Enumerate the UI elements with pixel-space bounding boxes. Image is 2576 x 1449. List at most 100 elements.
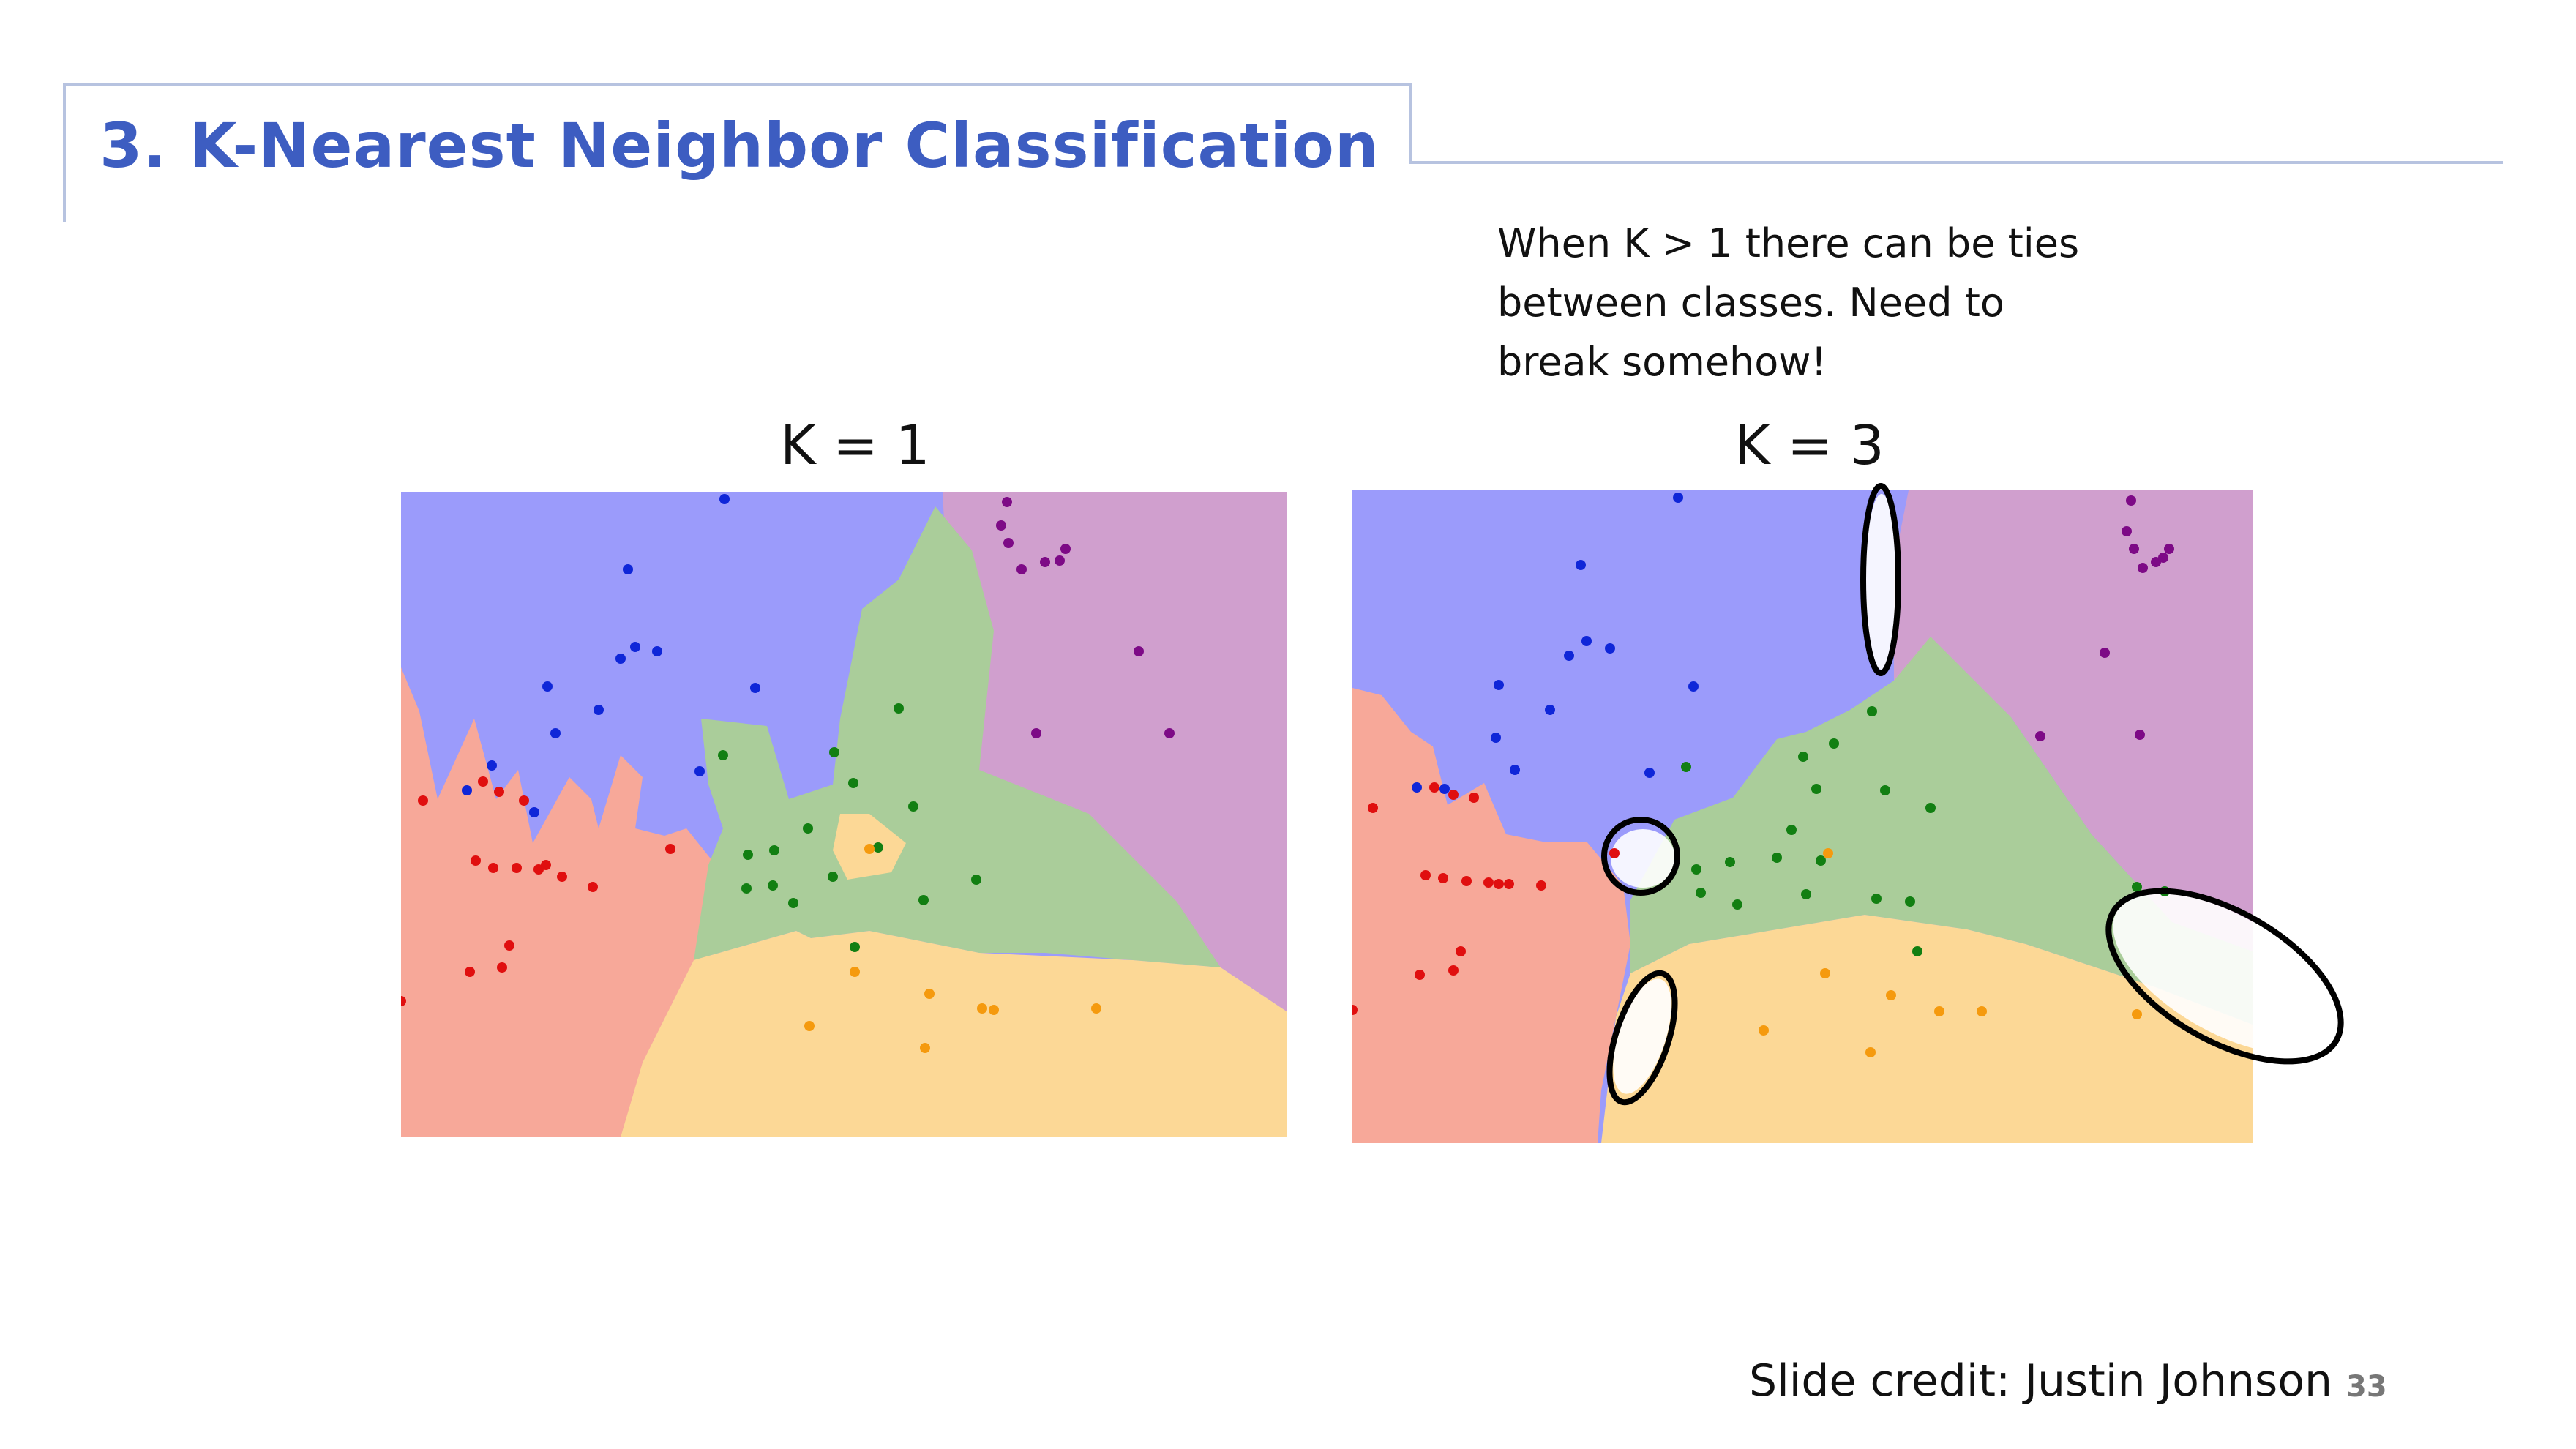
purple-data-point: [2164, 544, 2174, 554]
orange-data-point: [1886, 990, 1896, 1000]
purple-data-point: [2100, 648, 2110, 658]
blue-data-point: [542, 681, 553, 692]
green-data-point: [1816, 855, 1826, 866]
green-data-point: [1786, 825, 1797, 835]
panel-label-k1: K = 1: [780, 414, 930, 477]
red-data-point: [418, 795, 428, 806]
orange-data-point: [920, 1043, 930, 1053]
red-data-point: [504, 940, 514, 951]
slide-credit: Slide credit: Justin Johnson: [1749, 1355, 2333, 1407]
red-data-point: [1438, 873, 1448, 883]
tie-ellipse-lower-left: [1606, 970, 1678, 1106]
green-data-point: [1867, 706, 1877, 716]
tie-region-fill: [1611, 829, 1675, 888]
blue-data-point: [594, 705, 604, 715]
red-data-point: [1456, 946, 1466, 956]
purple-data-point: [2035, 731, 2045, 741]
orange-data-point: [804, 1021, 815, 1031]
blue-data-point: [1644, 768, 1655, 778]
note-line-2: between classes. Need to: [1497, 280, 2004, 326]
green-data-point: [1691, 864, 1701, 875]
green-data-point: [769, 845, 779, 855]
panel-label-k3: K = 3: [1734, 414, 1884, 477]
green-data-point: [768, 880, 778, 891]
title-frame-gap: [66, 161, 1412, 234]
tie-region-fill: [1613, 978, 1671, 1094]
green-data-point: [873, 842, 883, 853]
green-data-point: [918, 895, 929, 905]
blue-data-point: [630, 642, 640, 652]
tie-region-fill: [2113, 893, 2253, 1054]
green-data-point: [848, 778, 858, 788]
green-data-point: [1912, 946, 1922, 956]
blue-data-point: [1688, 681, 1699, 692]
region-purple: [943, 492, 1287, 1011]
purple-data-point: [2126, 495, 2136, 506]
red-data-point: [1536, 880, 1546, 891]
green-data-point: [743, 850, 753, 860]
purple-data-point: [1060, 544, 1071, 554]
green-data-point: [2132, 882, 2142, 892]
green-data-point: [1801, 889, 1811, 899]
orange-data-point: [864, 844, 875, 854]
green-data-point: [1871, 894, 1882, 904]
red-data-point: [588, 882, 598, 892]
orange-data-point: [977, 1003, 987, 1014]
red-data-point: [488, 863, 498, 873]
blue-data-point: [529, 807, 539, 817]
red-data-point: [478, 776, 488, 787]
blue-data-point: [1564, 651, 1574, 661]
tie-note: When K > 1 there can be ties between cla…: [1497, 214, 2156, 392]
page-number: 33: [2346, 1370, 2387, 1404]
red-data-point: [401, 996, 406, 1006]
green-data-point: [908, 801, 918, 812]
green-data-point: [1811, 784, 1821, 794]
blue-data-point: [1581, 636, 1592, 646]
region-green: [1630, 637, 2253, 1025]
green-data-point: [1772, 853, 1782, 863]
blue-data-point: [750, 683, 760, 693]
blue-data-point: [623, 564, 633, 574]
purple-data-point: [1164, 728, 1175, 738]
blue-data-point: [1491, 733, 1501, 743]
blue-data-point: [719, 494, 730, 504]
orange-data-point: [1091, 1003, 1101, 1014]
tie-ellipse-top: [1860, 483, 1901, 676]
purple-data-point: [1040, 557, 1050, 567]
tie-regions: [1611, 494, 2253, 1094]
red-data-point: [519, 795, 529, 806]
blue-data-point: [1439, 784, 1450, 794]
blue-data-point: [652, 646, 662, 656]
red-data-point: [512, 863, 522, 873]
red-data-point: [1448, 965, 1459, 976]
note-line-1: When K > 1 there can be ties: [1497, 220, 2080, 266]
red-data-point: [465, 967, 475, 977]
blue-data-point: [615, 654, 626, 664]
red-data-point: [1420, 870, 1431, 880]
orange-data-point: [924, 989, 935, 999]
red-data-point: [1483, 877, 1494, 888]
region-orange: [621, 931, 1287, 1137]
knn-k3-plot: [1352, 490, 2253, 1143]
purple-data-point: [996, 520, 1006, 531]
red-data-point: [494, 787, 504, 797]
purple-data-point: [2135, 730, 2145, 740]
green-data-point: [850, 942, 860, 952]
orange-data-point: [1823, 848, 1833, 858]
purple-data-point: [1016, 564, 1027, 574]
blue-data-point: [1510, 765, 1520, 775]
orange-data-point: [850, 967, 860, 977]
green-data-point: [803, 823, 813, 834]
purple-data-point: [1002, 497, 1012, 507]
purple-data-point: [1134, 646, 1144, 656]
green-data-point: [741, 883, 752, 894]
red-data-point: [1368, 803, 1378, 813]
region-green: [694, 506, 1221, 967]
blue-data-point: [694, 766, 705, 776]
blue-data-point: [550, 728, 561, 738]
region-orange: [1601, 915, 2253, 1143]
green-data-point: [1732, 899, 1742, 910]
green-data-point: [894, 703, 904, 714]
blue-data-point: [1545, 705, 1555, 715]
orange-data-point: [1977, 1006, 1987, 1016]
